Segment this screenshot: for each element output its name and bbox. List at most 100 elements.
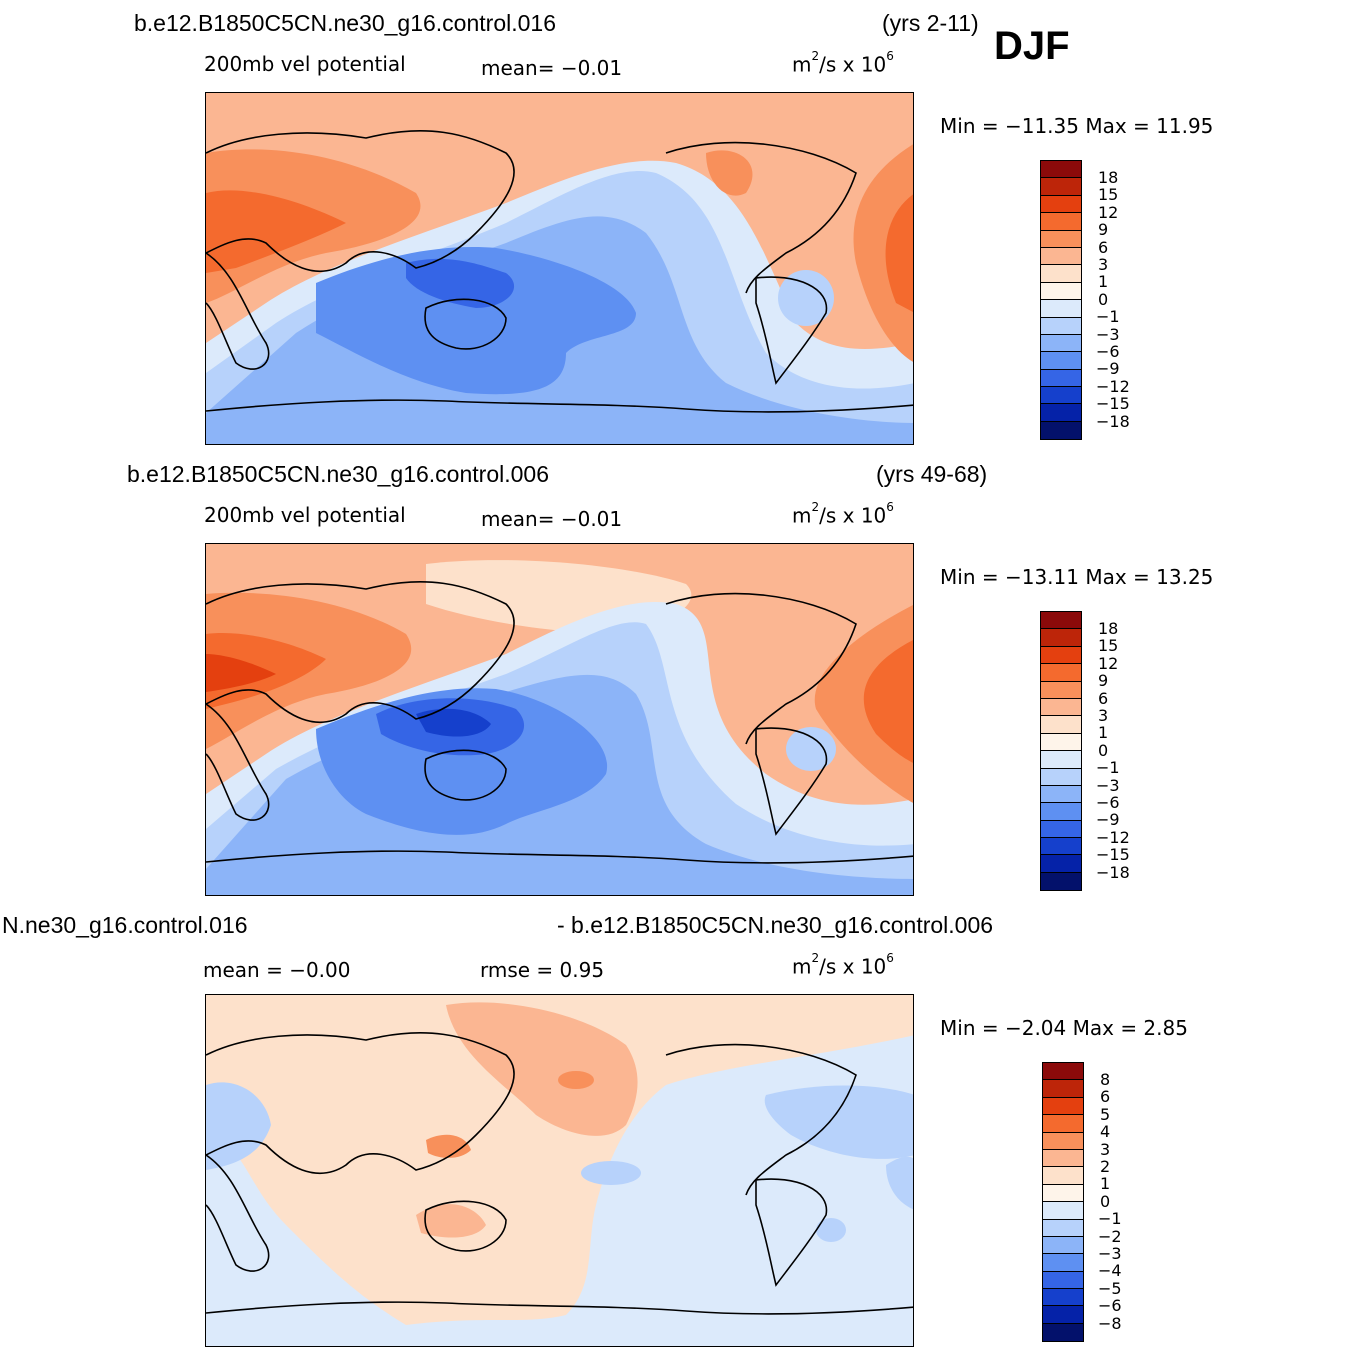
panel3-cbar-box (1043, 1254, 1083, 1272)
panel1-cbar-label: −3 (1096, 324, 1120, 344)
panel3-cbar-box (1043, 1097, 1083, 1116)
panel2-minmax: Min = −13.11 Max = 13.25 (940, 565, 1214, 589)
map3-pos-2b (426, 1134, 471, 1158)
panel2-cbar-label: −9 (1096, 810, 1120, 830)
panel2-units: m2/s x 106 (792, 500, 894, 528)
panel3-cbar-box (1043, 1149, 1083, 1168)
panel2-cbar-label: −1 (1096, 758, 1120, 778)
panel1-cbar-box (1041, 334, 1081, 353)
map1-coast-namerica (665, 141, 857, 294)
panel3-cbar-box (1043, 1184, 1083, 1203)
panel1-cbar-box (1041, 195, 1081, 214)
map2-coastlines (206, 581, 913, 864)
panel3-cbar-label: 2 (1100, 1157, 1111, 1176)
panel1-cbar-box (1041, 282, 1081, 301)
map1-neg-9 (316, 247, 636, 395)
panel1-cbar-box (1041, 265, 1081, 283)
panel1-cbar-box (1041, 317, 1081, 335)
panel2-cbar-box (1041, 872, 1081, 891)
map1-pos-east-9 (885, 194, 913, 312)
panel1-cbar-label: 18 (1098, 168, 1119, 187)
panel3-colorbar (1042, 1062, 1084, 1343)
panel1-cbar-label: 3 (1098, 255, 1109, 274)
panel3-cbar-label: 0 (1100, 1191, 1111, 1211)
panel1-cbar-box (1041, 230, 1081, 248)
panel2-map (205, 543, 914, 896)
panel3-cbar-label: −6 (1098, 1296, 1122, 1316)
panel1-cbar-label: −15 (1096, 394, 1130, 414)
panel3-cbar-label: −1 (1098, 1209, 1122, 1229)
map3-pos-1b (416, 1204, 486, 1238)
panel1-cbar-box (1041, 161, 1081, 179)
panel3-cbar-label: 8 (1100, 1070, 1111, 1089)
panel1-minmax: Min = −11.35 Max = 11.95 (940, 114, 1214, 138)
map3-pos-0 (206, 995, 913, 1325)
panel1-cbar-label: −6 (1096, 342, 1120, 361)
panel3-rmse: rmse = 0.95 (480, 958, 605, 982)
panel1-cbar-box (1041, 213, 1081, 231)
map2-sa-neg (786, 727, 836, 771)
panel2-colorbar (1040, 611, 1082, 892)
panel2-years: (yrs 49-68) (876, 461, 988, 487)
map2-coast-australia (424, 749, 507, 801)
panel2-cbar-box (1041, 612, 1081, 630)
panel3-map (205, 994, 914, 1347)
panel1-cbar-box (1041, 404, 1081, 422)
panel3-minmax: Min = −2.04 Max = 2.85 (940, 1016, 1188, 1040)
map3-coast-samerica (755, 1178, 828, 1287)
panel1-cbar-label: 1 (1098, 272, 1109, 292)
panel3-cbar-label: −2 (1098, 1226, 1122, 1246)
panel3-cbar-box (1043, 1306, 1083, 1324)
panel2-cbar-label: −15 (1096, 845, 1130, 865)
panel2-cbar-box (1041, 629, 1081, 647)
panel1-cbar-label: 12 (1098, 202, 1119, 222)
panel2-cbar-label: 6 (1098, 688, 1109, 708)
panel1-cbar-box (1041, 178, 1081, 196)
panel3-cbar-label: −8 (1098, 1313, 1122, 1333)
panel2-cbar-box (1041, 751, 1081, 769)
map2-pos-east-9 (863, 640, 913, 763)
panel3-cbar-box (1043, 1323, 1083, 1342)
map3-coast-africa (206, 1154, 270, 1272)
panel3-cbar-box (1043, 1167, 1083, 1185)
panel1-cbar-box (1041, 369, 1081, 388)
panel3-cbar-box (1043, 1219, 1083, 1237)
season-label: DJF (994, 24, 1070, 68)
map2-coast-eurasia (206, 581, 515, 724)
map3-neg-2b (764, 1085, 913, 1159)
panel1-cbar-label: −12 (1096, 376, 1130, 396)
map3-coast-eurasia (206, 1032, 515, 1175)
panel3-cbar-label: −4 (1098, 1261, 1122, 1281)
map1-neg-12 (406, 258, 515, 308)
map3-neg-2e (886, 1156, 913, 1210)
panel3-cbar-box (1043, 1115, 1083, 1133)
map3-neg-2a (581, 1161, 641, 1185)
panel2-cbar-box (1041, 785, 1081, 804)
panel3-case-right: - b.e12.B1850C5CN.ne30_g16.control.006 (557, 912, 994, 938)
map1-coast-australia (424, 298, 507, 350)
panel1-map (205, 92, 914, 445)
panel3-cbar-box (1043, 1202, 1083, 1220)
panel1-cbar-label: 6 (1098, 237, 1109, 257)
map3-neg-2d (816, 1218, 846, 1242)
panel2-cbar-label: 0 (1098, 740, 1109, 760)
panel2-cbar-box (1041, 803, 1081, 821)
panel2-cbar-label: 3 (1098, 706, 1109, 725)
panel2-cbar-label: −18 (1096, 862, 1130, 882)
panel3-cbar-label: −3 (1098, 1244, 1122, 1263)
panel2-cbar-box (1041, 855, 1081, 873)
panel1-cbar-box (1041, 387, 1081, 405)
panel2-cbar-label: 12 (1098, 653, 1119, 673)
panel2-cbar-box (1041, 733, 1081, 752)
map2-pos-12 (206, 654, 276, 692)
panel3-cbar-box (1043, 1271, 1083, 1290)
panel1-variable: 200mb vel potential (204, 52, 406, 76)
panel2-cbar-box (1041, 664, 1081, 682)
panel3-cbar-box (1043, 1063, 1083, 1081)
panel3-case-left: N.ne30_g16.control.016 (2, 912, 248, 938)
panel2-cbar-box (1041, 681, 1081, 699)
panel1-cbar-box (1041, 300, 1081, 318)
map3-coast-namerica (665, 1043, 857, 1196)
panel3-cbar-label: 3 (1100, 1139, 1111, 1159)
panel2-cbar-box (1041, 698, 1081, 717)
